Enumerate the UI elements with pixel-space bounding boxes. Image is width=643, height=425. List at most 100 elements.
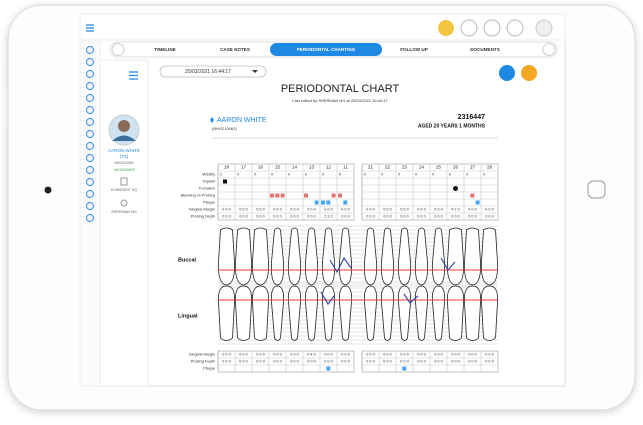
lower-gingival-margin-value: 0 0 0 [273,353,281,357]
lower-gingival-margin-value: 0 0 0 [400,353,408,357]
implant-flag [223,179,227,184]
patient-id: BHG210062 [114,161,133,165]
lower-gingival-margin-value: 0 0 0 [324,353,332,357]
lower-gingival-margin-value: 0 0 0 [383,353,391,357]
lower-probing-depth-value: 0 0 0 [222,360,230,364]
nav-icon[interactable] [86,214,94,222]
probing-line [403,293,419,304]
edit-button[interactable] [521,65,537,81]
nav-icon[interactable] [86,106,94,114]
gingival-margin-value: 0 0 0 [273,208,281,212]
clinic: KUMODENT HQ [111,188,137,192]
nav-icon[interactable] [86,154,94,162]
tooth-lingual [235,285,252,341]
lower-gingival-margin-value: 0 0 0 [341,353,349,357]
gingival-margin-value: 0 0 0 [307,208,315,212]
tab[interactable]: DOCUMENTS [470,47,500,52]
date-text: 25/03/2021 16:44:17 [185,69,231,75]
tooth-buccal [287,227,302,286]
tooth-buccal [321,227,336,286]
tooth-buccal [397,227,412,286]
gingival-margin-value: 0 0 0 [256,208,264,212]
plaque-flag [321,200,325,205]
tooth-buccal [235,227,252,286]
nav-icon[interactable] [86,178,94,186]
lower-probing-depth-value: 0 0 0 [256,360,264,364]
nav-icon[interactable] [86,190,94,198]
row-label: Probing Depth [191,215,215,219]
bleeding-flag [331,193,336,198]
patient-age: AGED 20 YEARS 1 MONTHS [418,123,486,129]
lower-probing-depth-value: 0 0 0 [324,360,332,364]
nav-icon[interactable] [86,142,94,150]
tooth-buccal [270,227,285,286]
date-selector[interactable] [159,65,267,78]
tab[interactable]: PERIODONTAL CHARTING [297,47,356,52]
patient-tag: (TS) [120,154,129,159]
icon-button[interactable] [438,20,454,36]
icon-button[interactable] [483,19,501,37]
mobility-value: 2 [220,173,222,177]
tab-prev[interactable] [111,43,125,56]
tab[interactable]: CASE NOTES [220,47,250,52]
nav-icon[interactable] [86,166,94,174]
probing-line [440,257,456,272]
probing-depth-value: 0 0 0 [341,215,349,219]
plaque-flag [402,366,407,371]
tooth-number: 15 [275,165,281,170]
lower-gingival-margin-value: 0 0 0 [366,353,374,357]
nav-icon[interactable] [86,58,94,66]
icon-sidebar [79,39,101,387]
camera [44,186,52,194]
gingival-margin-value: 0 0 0 [324,208,332,212]
icon-button[interactable] [506,19,524,37]
chart-title: PERIODONTAL CHART [281,83,400,95]
furcation-flag [453,186,458,191]
menu-icon[interactable] [86,24,94,32]
lower-probing-depth-value: 0 0 0 [383,360,391,364]
tab[interactable]: FOLLOW UP [400,47,428,52]
probing-depth-value: 0 0 0 [383,215,391,219]
gingival-margin-value: 0 0 0 [239,208,247,212]
lower-gingival-margin-value: 0 0 0 [222,353,230,357]
gingival-margin-value: 0 0 0 [222,208,230,212]
nav-icon[interactable] [86,130,94,138]
bleeding-flag [470,193,475,198]
gingival-margin-value: 0 0 0 [366,208,374,212]
gingival-margin-value: 0 0 0 [485,208,493,212]
view-button[interactable] [499,65,515,81]
lower-probing-depth-value: 0 0 0 [341,360,349,364]
lower-gingival-margin-value: 0 0 0 [485,353,493,357]
home-button[interactable] [587,180,606,199]
nav-icon[interactable] [86,82,94,90]
tab[interactable]: TIMELINE [154,47,175,52]
nav-icon[interactable] [86,94,94,102]
tab-next[interactable] [542,43,556,56]
gingival-margin-value: 0 0 0 [290,208,298,212]
patient-header-name: AARON WHITE [217,117,267,124]
tooth-buccal [414,227,429,286]
tooth-number: 17 [241,165,247,170]
user-avatar[interactable] [535,19,553,37]
dropdown-arrow [252,70,258,73]
mobility-value: 0 [237,173,239,177]
nav-icon[interactable] [86,202,94,210]
tooth-lingual [481,285,498,341]
row-label: Plaque [203,201,215,205]
icon-button[interactable] [460,19,478,37]
lower-gingival-margin-value: 0 0 0 [417,353,425,357]
lower-probing-depth-value: 0 0 0 [468,360,476,364]
probing-depth-value: 0 0 0 [273,215,281,219]
mobility-value: 0 [254,173,256,177]
tooth-icon [210,117,214,123]
row-label: Bleeding on Probing [181,194,215,198]
nav-icon[interactable] [86,70,94,78]
menu-icon[interactable] [129,71,138,80]
patient-phone: +6512345678 [113,168,135,172]
lower-probing-depth-value: 0 0 0 [307,360,315,364]
nav-icon[interactable] [86,46,94,54]
active-tab[interactable] [270,43,382,56]
nav-icon[interactable] [86,118,94,126]
tooth-buccal [363,227,378,286]
tooth-buccal [252,227,269,286]
